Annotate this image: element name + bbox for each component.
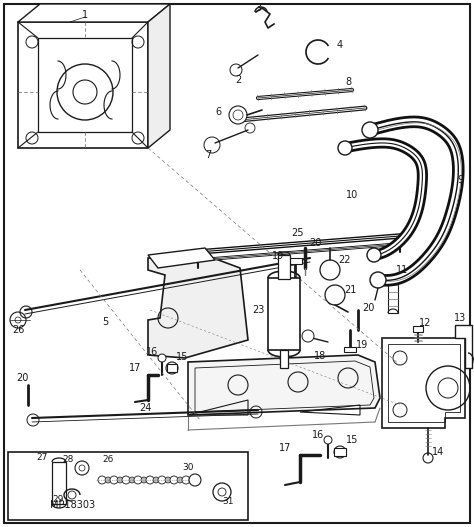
Text: 16: 16 bbox=[146, 347, 158, 357]
Text: 19: 19 bbox=[356, 340, 368, 350]
Polygon shape bbox=[148, 255, 248, 358]
Circle shape bbox=[302, 330, 314, 342]
Bar bbox=[344, 347, 356, 352]
Text: 29: 29 bbox=[52, 495, 64, 504]
Circle shape bbox=[158, 354, 166, 362]
Circle shape bbox=[117, 477, 123, 483]
Circle shape bbox=[213, 483, 231, 501]
Polygon shape bbox=[148, 248, 215, 268]
Circle shape bbox=[177, 477, 183, 483]
Circle shape bbox=[129, 477, 135, 483]
Circle shape bbox=[320, 260, 340, 280]
Polygon shape bbox=[188, 355, 380, 415]
Polygon shape bbox=[18, 22, 148, 148]
Bar bbox=[8, 452, 248, 520]
Circle shape bbox=[122, 476, 130, 484]
Polygon shape bbox=[148, 4, 170, 148]
Bar bbox=[280, 350, 288, 368]
Polygon shape bbox=[18, 4, 170, 22]
Circle shape bbox=[370, 272, 386, 288]
Circle shape bbox=[98, 476, 106, 484]
Circle shape bbox=[189, 477, 195, 483]
Text: 14: 14 bbox=[432, 447, 444, 457]
Circle shape bbox=[110, 476, 118, 484]
Circle shape bbox=[229, 106, 247, 124]
Text: 9: 9 bbox=[457, 175, 463, 185]
Text: 20: 20 bbox=[362, 303, 374, 313]
Circle shape bbox=[153, 477, 159, 483]
Bar bbox=[167, 364, 177, 372]
Text: 26: 26 bbox=[102, 455, 114, 464]
Text: 25: 25 bbox=[292, 228, 304, 238]
Text: 27: 27 bbox=[36, 454, 48, 463]
Polygon shape bbox=[455, 325, 472, 368]
Circle shape bbox=[166, 362, 178, 374]
Circle shape bbox=[105, 477, 111, 483]
Text: 20: 20 bbox=[16, 373, 28, 383]
Circle shape bbox=[68, 491, 76, 499]
Text: MP18303: MP18303 bbox=[50, 500, 95, 510]
Circle shape bbox=[146, 476, 154, 484]
Bar bbox=[268, 278, 300, 350]
Text: 4: 4 bbox=[337, 40, 343, 50]
Circle shape bbox=[158, 476, 166, 484]
Circle shape bbox=[75, 461, 89, 475]
Circle shape bbox=[134, 476, 142, 484]
Circle shape bbox=[170, 476, 178, 484]
Circle shape bbox=[141, 477, 147, 483]
Text: 8: 8 bbox=[345, 77, 351, 87]
Circle shape bbox=[325, 285, 345, 305]
Text: 28: 28 bbox=[62, 455, 73, 464]
Text: 5: 5 bbox=[102, 317, 108, 327]
Text: 20: 20 bbox=[309, 238, 321, 248]
Text: 23: 23 bbox=[252, 305, 264, 315]
Text: 15: 15 bbox=[176, 352, 188, 362]
Bar bbox=[278, 255, 290, 279]
Text: 30: 30 bbox=[182, 464, 194, 473]
Text: 11: 11 bbox=[396, 265, 408, 275]
Text: 6: 6 bbox=[215, 107, 221, 117]
Text: 12: 12 bbox=[419, 318, 431, 328]
Text: 2: 2 bbox=[235, 75, 241, 85]
Circle shape bbox=[334, 446, 346, 458]
Circle shape bbox=[362, 122, 378, 138]
Polygon shape bbox=[38, 38, 132, 132]
Polygon shape bbox=[382, 338, 465, 428]
Text: 19: 19 bbox=[272, 251, 284, 261]
Bar bbox=[288, 258, 302, 264]
Text: 26: 26 bbox=[12, 325, 24, 335]
Bar bbox=[334, 448, 346, 456]
Text: 17: 17 bbox=[279, 443, 291, 453]
Text: 10: 10 bbox=[346, 190, 358, 200]
Circle shape bbox=[189, 474, 201, 486]
Text: 22: 22 bbox=[339, 255, 351, 265]
Circle shape bbox=[182, 476, 190, 484]
Text: 21: 21 bbox=[344, 285, 356, 295]
Circle shape bbox=[324, 436, 332, 444]
Text: 3: 3 bbox=[255, 3, 261, 13]
Text: 13: 13 bbox=[454, 313, 466, 323]
Circle shape bbox=[338, 141, 352, 155]
Text: 16: 16 bbox=[312, 430, 324, 440]
Bar bbox=[413, 326, 423, 332]
Circle shape bbox=[367, 248, 381, 262]
Text: 24: 24 bbox=[139, 403, 151, 413]
Circle shape bbox=[165, 477, 171, 483]
Text: 15: 15 bbox=[346, 435, 358, 445]
Text: 18: 18 bbox=[314, 351, 326, 361]
Bar bbox=[388, 275, 398, 313]
Text: 31: 31 bbox=[222, 497, 234, 506]
Text: 1: 1 bbox=[82, 10, 88, 20]
Text: 17: 17 bbox=[129, 363, 141, 373]
Text: 7: 7 bbox=[205, 150, 211, 160]
Bar bbox=[52, 462, 66, 504]
